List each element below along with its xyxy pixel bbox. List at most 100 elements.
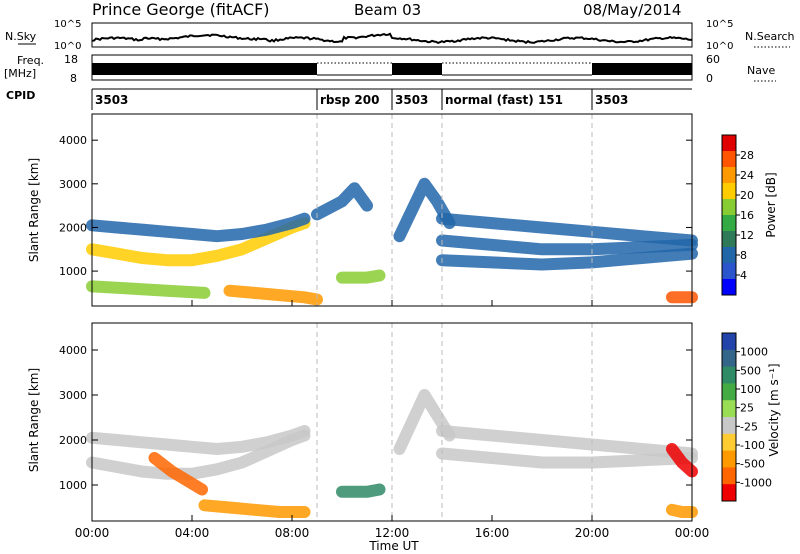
velocity-y-axis: 4000 3000 2000 1000 [59, 323, 692, 521]
y-tick-label: 1000 [59, 479, 87, 492]
echo-band [336, 483, 386, 498]
power-y-axis: 4000 3000 2000 1000 [59, 114, 692, 306]
echo-band [86, 429, 311, 480]
x-tick-label: 12:00 [375, 526, 410, 540]
nsky-label: N.Sky [5, 30, 37, 43]
colorbar-swatch [722, 417, 736, 435]
echo-band [223, 284, 323, 306]
nave-tick-top: 60 [706, 53, 720, 66]
cpid-segment-label: 3503 [395, 93, 428, 107]
echo-band [86, 425, 311, 455]
freq-block [92, 63, 317, 75]
freq-tick-top: 18 [64, 53, 78, 66]
echo-band [198, 499, 311, 518]
nave-tick-bottom: 0 [706, 72, 713, 85]
colorbar-swatch [722, 151, 736, 168]
y-tick-label: 1000 [59, 265, 87, 278]
power-y-label: Slant Range [km] [27, 158, 41, 262]
colorbar-tick-label: -25 [740, 420, 758, 433]
freq-block [392, 63, 442, 75]
echo-band [86, 217, 311, 267]
velocity-data [86, 389, 698, 518]
colorbar-swatch [722, 333, 736, 351]
echo-band [436, 234, 698, 256]
colorbar-swatch [722, 215, 736, 232]
echo-band [86, 212, 311, 243]
y-tick-label: 3000 [59, 389, 87, 402]
colorbar-tick-label: 1000 [740, 346, 768, 359]
colorbar-tick-label: 8 [740, 249, 747, 262]
cpid-segment-label: normal (fast) 151 [445, 93, 563, 107]
freq-block [592, 63, 692, 75]
freq-trace [92, 62, 692, 76]
velocity-y-label: Slant Range [km] [27, 368, 41, 472]
colorbar-tick-label: -500 [740, 458, 765, 471]
x-tick-label: 00:00 [675, 526, 710, 540]
beam-label: Beam 03 [354, 1, 421, 19]
colorbar-tick-label: -100 [740, 439, 765, 452]
cpid-label: CPID [6, 89, 35, 102]
colorbar-tick-label: 20 [740, 189, 754, 202]
velocity-panel: 4000 3000 2000 1000 Slant Range [km] 1000 50… [27, 322, 781, 522]
echo-band [148, 452, 208, 496]
power-colorbar: 28 24 20 16 12 8 4 [721, 134, 754, 296]
colorbar-swatch [722, 450, 736, 468]
echo-band [666, 443, 698, 478]
colorbar-tick-label: -1000 [740, 476, 772, 489]
station-title: Prince George (fitACF) [92, 0, 270, 19]
nsky-tick-top: 10^5 [54, 19, 81, 30]
cpid-segment-label: 3503 [95, 93, 128, 107]
colorbar-swatch [722, 366, 736, 384]
cpid-segments: 3503 rbsp 200 3503 normal (fast) 151 3503 [95, 89, 628, 110]
nsky-tick-bottom: 10^0 [54, 41, 81, 52]
power-panel: 4000 3000 2000 1000 Slant Range [km] 28 24 20… [27, 113, 778, 307]
colorbar-swatch [722, 263, 736, 280]
date-label: 08/May/2014 [583, 1, 681, 19]
echo-band [436, 247, 698, 271]
x-tick-label: 08:00 [275, 526, 310, 540]
colorbar-tick-label: 4 [740, 269, 747, 282]
power-colorbar-label: Power [dB] [764, 172, 778, 237]
colorbar-tick-label: 16 [740, 209, 754, 222]
y-tick-label: 3000 [59, 178, 87, 191]
echo-band [436, 425, 698, 460]
colorbar-swatch [722, 467, 736, 485]
colorbar-swatch [722, 400, 736, 418]
velocity-colorbar: 1000 500 100 25 -25 -100 -500 -1000 [721, 332, 772, 502]
x-tick-label: 20:00 [575, 526, 610, 540]
nsearch-tick-top: 10^5 [706, 19, 733, 30]
colorbar-swatch [722, 183, 736, 200]
y-tick-label: 2000 [59, 434, 87, 447]
power-data [86, 177, 698, 306]
colorbar-tick-label: 25 [740, 402, 754, 415]
freq-label-line1: Freq. [17, 54, 44, 67]
echo-band [393, 389, 456, 455]
colorbar-swatch [722, 279, 736, 296]
nsearch-tick-bottom: 10^0 [706, 41, 733, 52]
colorbar-swatch [722, 167, 736, 184]
cpid-segment-label: rbsp 200 [320, 93, 379, 107]
colorbar-swatch [722, 349, 736, 368]
colorbar-tick-label: 12 [740, 229, 754, 242]
y-tick-label: 4000 [59, 134, 87, 147]
echo-band [436, 447, 698, 469]
cpid-segment-label: 3503 [595, 93, 628, 107]
colorbar-swatch [722, 231, 736, 248]
colorbar-swatch [722, 433, 736, 452]
colorbar-tick-label: 500 [740, 364, 761, 377]
freq-panel: Freq. [MHz] 18 8 60 0 Nave [4, 53, 776, 85]
freq-tick-bottom: 8 [70, 72, 77, 85]
freq-label-line2: [MHz] [4, 67, 36, 80]
colorbar-frame [721, 332, 737, 502]
nsky-trace [91, 32, 693, 45]
y-tick-label: 2000 [59, 221, 87, 234]
colorbar-swatch [722, 247, 736, 264]
velocity-colorbar-label: Velocity [m s⁻¹] [767, 363, 781, 456]
y-tick-label: 4000 [59, 344, 87, 357]
echo-band [311, 182, 373, 221]
nsky-frame [91, 22, 693, 48]
nsearch-label: N.Search [745, 30, 795, 43]
colorbar-swatch [722, 135, 736, 152]
x-tick-label: 04:00 [175, 526, 210, 540]
